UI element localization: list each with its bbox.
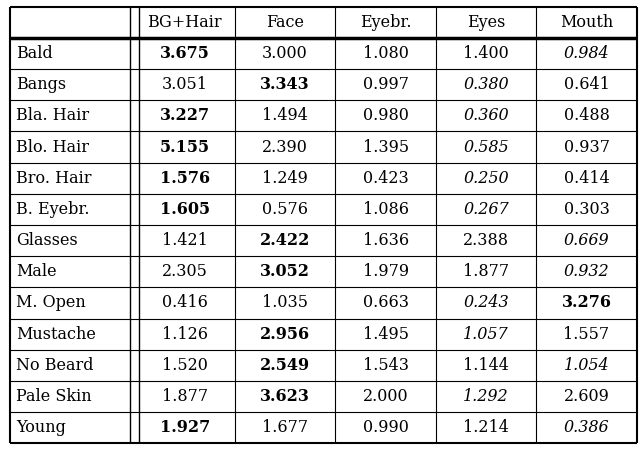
Text: No Beard: No Beard [16, 357, 93, 374]
Text: 3.052: 3.052 [260, 263, 310, 280]
Text: 0.303: 0.303 [564, 201, 609, 218]
Text: 1.421: 1.421 [162, 232, 207, 249]
Text: 1.054: 1.054 [564, 357, 609, 374]
Text: 1.636: 1.636 [362, 232, 409, 249]
Text: 1.979: 1.979 [362, 263, 409, 280]
Text: B. Eyebr.: B. Eyebr. [16, 201, 90, 218]
Text: 0.423: 0.423 [363, 170, 408, 187]
Text: 2.956: 2.956 [260, 326, 310, 342]
Text: Mouth: Mouth [560, 14, 613, 31]
Text: 0.250: 0.250 [463, 170, 509, 187]
Text: 3.000: 3.000 [262, 45, 308, 62]
Text: 1.144: 1.144 [463, 357, 509, 374]
Text: 1.080: 1.080 [363, 45, 408, 62]
Text: 0.267: 0.267 [463, 201, 509, 218]
Text: 1.576: 1.576 [159, 170, 210, 187]
Text: 0.984: 0.984 [564, 45, 609, 62]
Text: Bangs: Bangs [16, 76, 66, 93]
Text: 1.214: 1.214 [463, 419, 509, 436]
Text: 0.380: 0.380 [463, 76, 509, 93]
Text: Pale Skin: Pale Skin [16, 388, 92, 405]
Text: 1.557: 1.557 [563, 326, 610, 342]
Text: 3.623: 3.623 [260, 388, 310, 405]
Text: Face: Face [266, 14, 304, 31]
Text: 0.663: 0.663 [363, 294, 408, 311]
Text: Bla. Hair: Bla. Hair [16, 108, 89, 124]
Text: 2.422: 2.422 [260, 232, 310, 249]
Text: Eyebr.: Eyebr. [360, 14, 412, 31]
Text: 3.675: 3.675 [160, 45, 209, 62]
Text: 0.932: 0.932 [564, 263, 609, 280]
Text: Bald: Bald [16, 45, 52, 62]
Text: 1.395: 1.395 [362, 139, 409, 156]
Text: 0.488: 0.488 [564, 108, 609, 124]
Text: 0.641: 0.641 [564, 76, 609, 93]
Text: 1.126: 1.126 [162, 326, 207, 342]
Text: 1.605: 1.605 [159, 201, 210, 218]
Text: 1.057: 1.057 [463, 326, 509, 342]
Text: Male: Male [16, 263, 56, 280]
Text: 1.494: 1.494 [262, 108, 308, 124]
Text: 2.549: 2.549 [260, 357, 310, 374]
Text: Young: Young [16, 419, 66, 436]
Text: M. Open: M. Open [16, 294, 86, 311]
Text: 3.343: 3.343 [260, 76, 310, 93]
Text: 0.997: 0.997 [363, 76, 408, 93]
Text: 0.990: 0.990 [363, 419, 408, 436]
Text: 1.400: 1.400 [463, 45, 509, 62]
Text: Eyes: Eyes [467, 14, 505, 31]
Text: 2.609: 2.609 [564, 388, 609, 405]
Text: 0.980: 0.980 [363, 108, 408, 124]
Text: 1.086: 1.086 [363, 201, 408, 218]
Text: 0.416: 0.416 [162, 294, 207, 311]
Text: 0.360: 0.360 [463, 108, 509, 124]
Text: Glasses: Glasses [16, 232, 77, 249]
Text: 1.543: 1.543 [363, 357, 408, 374]
Text: 1.677: 1.677 [262, 419, 308, 436]
Text: Blo. Hair: Blo. Hair [16, 139, 89, 156]
Text: 1.877: 1.877 [463, 263, 509, 280]
Text: 0.937: 0.937 [564, 139, 609, 156]
Text: 1.927: 1.927 [159, 419, 210, 436]
Text: 3.051: 3.051 [162, 76, 207, 93]
Text: 1.249: 1.249 [262, 170, 308, 187]
Text: Bro. Hair: Bro. Hair [16, 170, 92, 187]
Text: 3.276: 3.276 [561, 294, 612, 311]
Text: 0.243: 0.243 [463, 294, 509, 311]
Text: 0.576: 0.576 [262, 201, 308, 218]
Text: Mustache: Mustache [16, 326, 96, 342]
Text: 0.669: 0.669 [564, 232, 609, 249]
Text: 0.414: 0.414 [564, 170, 609, 187]
Text: 2.388: 2.388 [463, 232, 509, 249]
Text: 1.495: 1.495 [363, 326, 408, 342]
Text: 1.292: 1.292 [463, 388, 509, 405]
Text: 2.000: 2.000 [363, 388, 408, 405]
Text: 2.390: 2.390 [262, 139, 308, 156]
Text: 0.386: 0.386 [564, 419, 609, 436]
Text: 3.227: 3.227 [159, 108, 210, 124]
Text: 1.877: 1.877 [161, 388, 208, 405]
Text: 1.520: 1.520 [162, 357, 207, 374]
Text: 0.585: 0.585 [463, 139, 509, 156]
Text: 5.155: 5.155 [159, 139, 210, 156]
Text: BG+Hair: BG+Hair [147, 14, 222, 31]
Text: 1.035: 1.035 [262, 294, 308, 311]
Text: 2.305: 2.305 [162, 263, 207, 280]
